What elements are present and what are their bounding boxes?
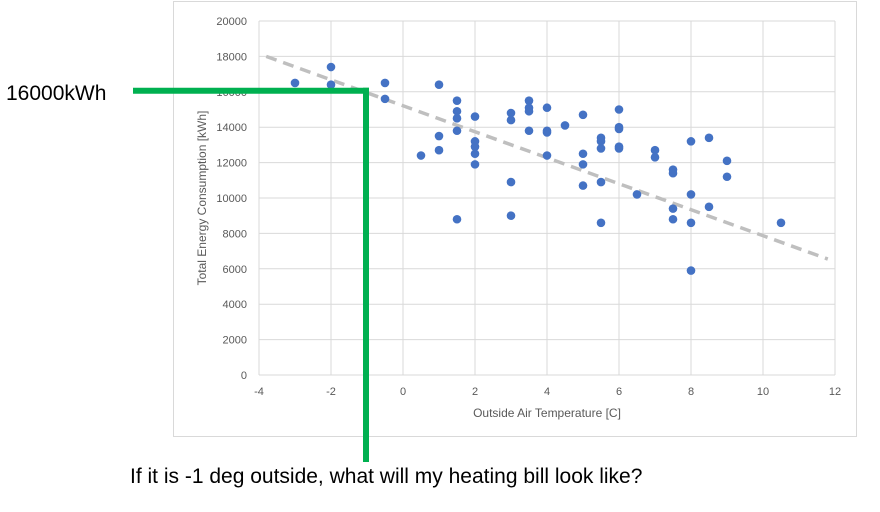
x-tick-label: 4	[544, 386, 550, 398]
data-point	[596, 218, 606, 228]
x-tick-label: -2	[326, 386, 336, 398]
data-point	[578, 181, 588, 190]
data-point	[470, 142, 480, 151]
data-point	[542, 103, 552, 113]
data-point	[614, 105, 624, 114]
data-point	[650, 145, 660, 155]
scatter-plot: 0 2000 4000 6000 8000 10000 12000 14000 16000 180…	[195, 16, 841, 420]
data-point	[434, 145, 444, 155]
data-point	[776, 218, 786, 228]
data-point	[434, 131, 444, 141]
data-point	[470, 160, 480, 169]
data-point	[542, 128, 552, 137]
grid-lines	[258, 20, 836, 376]
y-tick-labels: 0 2000 4000 6000 8000 10000 12000 14000 16000 180…	[216, 16, 247, 382]
data-point	[380, 78, 390, 88]
data-point	[452, 96, 462, 105]
data-point	[632, 190, 642, 199]
data-point	[452, 114, 462, 123]
y-tick-label: 12000	[216, 158, 247, 170]
y-tick-label: 16000	[216, 87, 247, 99]
data-point	[704, 133, 714, 143]
data-point	[650, 152, 660, 162]
y-axis-title: Total Energy Consumption [kWh]	[195, 111, 209, 286]
data-point	[326, 62, 336, 72]
data-point	[668, 204, 678, 213]
data-point	[560, 121, 570, 130]
y-tick-label: 18000	[216, 51, 247, 63]
data-point	[524, 106, 534, 116]
data-point	[596, 144, 606, 153]
x-tick-label: 0	[400, 386, 406, 398]
x-tick-label: 8	[688, 386, 694, 398]
energy-value-label: 16000kWh	[6, 82, 107, 105]
data-point	[596, 137, 606, 146]
data-point	[470, 112, 480, 121]
x-tick-label: 10	[757, 386, 769, 398]
x-tick-label: -4	[254, 386, 264, 398]
data-point	[668, 168, 678, 178]
data-point	[578, 160, 588, 169]
question-text: If it is -1 deg outside, what will my he…	[130, 465, 643, 488]
data-point	[416, 151, 426, 160]
x-tick-label: 6	[616, 386, 622, 398]
data-point	[722, 156, 732, 166]
data-point	[380, 94, 390, 104]
data-point	[686, 266, 696, 275]
y-tick-label: 0	[241, 370, 247, 382]
data-point	[668, 214, 678, 224]
data-point	[686, 137, 696, 146]
y-tick-label: 2000	[223, 335, 247, 347]
data-point	[524, 126, 534, 136]
x-tick-label: 12	[829, 386, 841, 398]
data-point	[578, 149, 588, 159]
y-tick-label: 10000	[216, 193, 247, 205]
data-point	[542, 151, 552, 160]
data-point	[452, 126, 462, 136]
y-tick-label: 8000	[223, 228, 247, 240]
data-point	[704, 202, 714, 212]
data-point	[686, 190, 696, 199]
data-point	[614, 144, 624, 153]
data-point	[578, 110, 588, 120]
data-point	[452, 106, 462, 116]
data-point	[506, 177, 516, 187]
y-tick-label: 6000	[223, 264, 247, 276]
data-point	[506, 211, 516, 220]
data-point	[722, 172, 732, 182]
x-axis-title: Outside Air Temperature [C]	[473, 406, 621, 420]
data-point	[506, 115, 516, 125]
data-points	[290, 62, 786, 275]
y-tick-label: 4000	[223, 299, 247, 311]
data-point	[524, 96, 534, 105]
data-point	[614, 124, 624, 134]
data-point	[470, 149, 480, 159]
data-point	[506, 108, 516, 118]
data-point	[452, 214, 462, 224]
x-tick-label: 2	[472, 386, 478, 398]
chart-frame: 0 2000 4000 6000 8000 10000 12000 14000 16000 180…	[173, 1, 857, 437]
data-point	[686, 218, 696, 228]
x-tick-labels: -4 -2 0 2 4 6 8 10 12	[254, 386, 841, 398]
y-tick-label: 14000	[216, 122, 247, 134]
data-point	[596, 177, 606, 187]
data-point	[326, 80, 336, 90]
data-point	[290, 78, 300, 88]
y-tick-label: 20000	[216, 16, 247, 28]
data-point	[434, 80, 444, 90]
